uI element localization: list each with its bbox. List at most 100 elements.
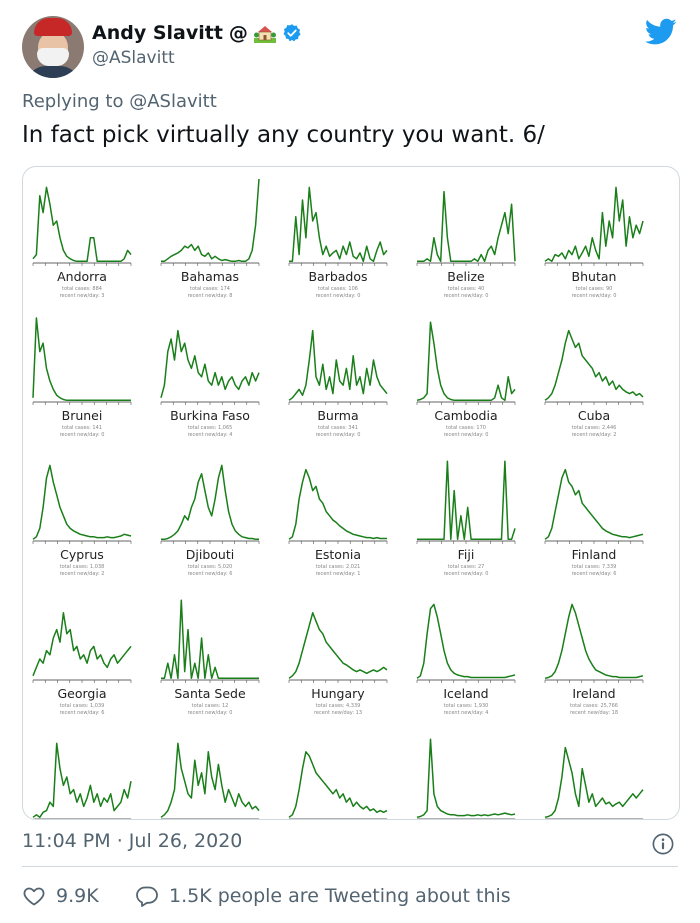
country-label: Fiji [458, 547, 475, 562]
recent-cases-label: recent new/day: 0 [316, 293, 361, 299]
series-line [544, 603, 644, 680]
series-line [161, 464, 259, 541]
total-cases-label: total cases: 170 [446, 425, 486, 431]
twitter-bird-icon[interactable] [645, 18, 677, 46]
country-label: Bahamas [181, 269, 239, 284]
total-cases-label: total cases: 7,339 [572, 564, 617, 570]
country-panel [544, 746, 644, 819]
like-action[interactable]: 9.9K [22, 884, 99, 908]
reply-prefix: Replying to [22, 91, 124, 112]
total-cases-label: total cases: 106 [318, 286, 358, 292]
recent-cases-label: recent new/day: 13 [314, 710, 362, 716]
country-label: Brunei [62, 408, 103, 423]
country-label: Andorra [57, 269, 107, 284]
verified-badge-icon [283, 24, 301, 42]
series-line [544, 746, 644, 819]
total-cases-label: total cases: 1,930 [444, 703, 489, 709]
country-label: Georgia [57, 686, 106, 701]
series-line [32, 742, 132, 819]
series-line [289, 186, 388, 263]
recent-cases-label: recent new/day: 3 [60, 293, 105, 299]
divider [22, 866, 678, 867]
tweet-image[interactable]: Andorra total cases: 884 recent new/day: 3… [22, 166, 680, 820]
country-label: Estonia [315, 547, 361, 562]
recent-cases-label: recent new/day: 0 [444, 432, 489, 438]
timestamp-date: Jul 26, 2020 [128, 830, 243, 852]
country-label: Finland [572, 547, 617, 562]
recent-cases-label: recent new/day: 4 [188, 432, 233, 438]
series-line [161, 178, 260, 263]
total-cases-label: total cases: 174 [190, 286, 230, 292]
country-label: Ireland [572, 686, 615, 701]
series-line [416, 321, 516, 402]
author-name[interactable]: Andy Slavitt [92, 22, 223, 44]
recent-cases-label: recent new/day: 6 [188, 571, 233, 577]
timestamp-time: 11:04 PM [22, 830, 111, 852]
country-label: Djibouti [186, 547, 234, 562]
avatar[interactable] [22, 16, 84, 78]
total-cases-label: total cases: 1,039 [60, 703, 105, 709]
country-label: Cambodia [434, 408, 497, 423]
country-label: Iceland [443, 686, 488, 701]
reply-context: Replying to @ASlavitt [22, 91, 217, 112]
total-cases-label: total cases: 341 [318, 425, 358, 431]
timestamp-separator: · [116, 830, 123, 852]
total-cases-label: total cases: 27 [448, 564, 485, 570]
country-panel [160, 742, 260, 819]
author-name-row[interactable]: Andy Slavitt @ [92, 22, 302, 44]
total-cases-label: total cases: 1,038 [60, 564, 105, 570]
total-cases-label: total cases: 884 [62, 286, 102, 292]
heart-icon[interactable] [22, 884, 46, 908]
recent-cases-label: recent new/day: 4 [444, 710, 489, 716]
series-line [416, 738, 516, 819]
reply-handle-link[interactable]: @ASlavitt [129, 91, 217, 112]
tweet-text: In fact pick virtually any country you w… [22, 122, 545, 148]
total-cases-label: total cases: 2,021 [316, 564, 361, 570]
author-handle[interactable]: @ASlavitt [92, 48, 175, 68]
recent-cases-label: recent new/day: 2 [60, 571, 105, 577]
total-cases-label: total cases: 4,339 [316, 703, 361, 709]
tweet-timestamp[interactable]: 11:04 PM · Jul 26, 2020 [22, 830, 242, 852]
country-label: Bhutan [572, 269, 617, 284]
country-label: Cuba [578, 408, 610, 423]
country-label: Burkina Faso [170, 408, 250, 423]
recent-cases-label: recent new/day: 0 [316, 432, 361, 438]
series-line [544, 329, 644, 401]
series-line [160, 329, 260, 398]
series-line [288, 329, 388, 401]
series-line [161, 599, 259, 680]
series-line [544, 186, 644, 263]
recent-cases-label: recent new/day: 0 [60, 432, 105, 438]
like-count: 9.9K [56, 885, 99, 907]
recent-cases-label: recent new/day: 0 [444, 571, 489, 577]
total-cases-label: total cases: 5,020 [188, 564, 233, 570]
speech-bubble-icon[interactable] [135, 884, 159, 908]
country-label: Burma [317, 408, 358, 423]
country-label: Hungary [311, 686, 365, 701]
country-panel [32, 742, 132, 819]
recent-cases-label: recent new/day: 6 [572, 571, 617, 577]
series-line [288, 468, 387, 540]
info-icon[interactable] [652, 833, 674, 855]
house-with-garden-icon [253, 26, 276, 43]
total-cases-label: total cases: 40 [448, 286, 485, 292]
total-cases-label: total cases: 12 [192, 703, 229, 709]
recent-cases-label: recent new/day: 8 [188, 293, 233, 299]
conversation-action[interactable]: 1.5K people are Tweeting about this [135, 884, 511, 908]
